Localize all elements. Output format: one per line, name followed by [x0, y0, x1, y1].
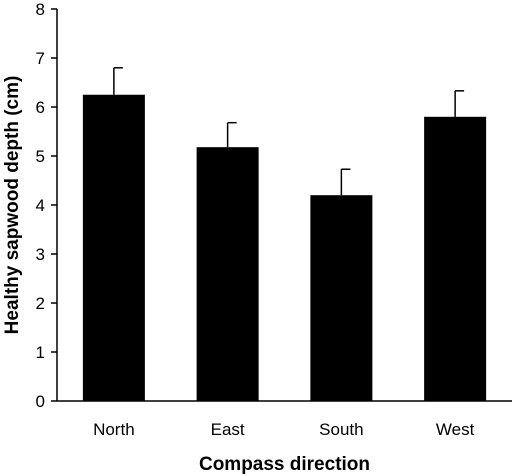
y-tick-label: 6 — [36, 98, 45, 117]
y-tick-label: 4 — [36, 196, 45, 215]
bar — [82, 94, 145, 401]
y-tick-label: 1 — [36, 343, 45, 362]
y-tick-label: 3 — [36, 245, 45, 264]
x-tick-labels: North East South West — [93, 420, 475, 439]
y-tick-label: 2 — [36, 294, 45, 313]
error-bars — [113, 67, 465, 196]
bar — [196, 147, 259, 401]
bar — [310, 195, 373, 401]
y-tick-label: 7 — [36, 49, 45, 68]
x-tick-label: North — [93, 420, 135, 439]
y-tick-label: 0 — [36, 392, 45, 411]
x-axis-title: Compass direction — [199, 454, 370, 475]
y-tick-label: 8 — [36, 0, 45, 19]
bar — [424, 116, 487, 402]
y-tick-label: 5 — [36, 147, 45, 166]
bars — [82, 94, 487, 402]
x-tick-label: West — [436, 420, 475, 439]
x-tick-label: South — [319, 420, 363, 439]
x-tick-label: East — [211, 420, 245, 439]
y-ticks: 0 1 2 3 4 5 6 7 8 — [36, 0, 57, 411]
y-axis-title: Healthy sapwood depth (cm) — [2, 76, 23, 335]
